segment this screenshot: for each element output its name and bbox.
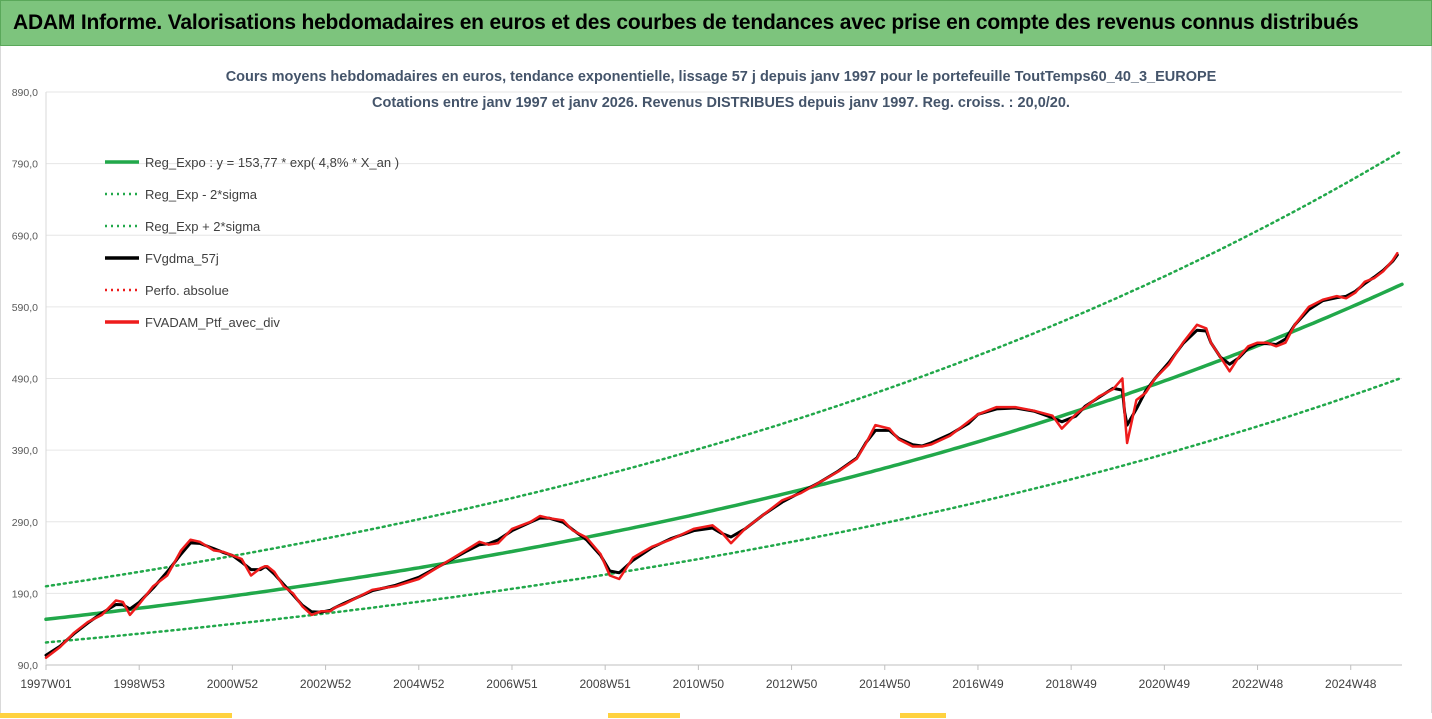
report-title: ADAM Informe. Valorisations hebdomadaire… bbox=[13, 11, 1359, 34]
y-tick-label: 190,0 bbox=[12, 588, 38, 600]
bottom-strip-segment bbox=[608, 713, 680, 718]
y-tick-label: 890,0 bbox=[12, 87, 38, 99]
legend-label: Reg_Exp + 2*sigma bbox=[145, 219, 261, 234]
bottom-strip-segment bbox=[0, 713, 232, 718]
series-line-upper bbox=[44, 149, 1404, 588]
x-tick-label: 2022W48 bbox=[1232, 677, 1284, 691]
series-group bbox=[44, 149, 1404, 660]
line-chart: Cours moyens hebdomadaires en euros, ten… bbox=[12, 69, 1404, 691]
x-tick-label: 1997W01 bbox=[20, 677, 72, 691]
chart-title: Cours moyens hebdomadaires en euros, ten… bbox=[226, 69, 1217, 85]
x-tick-label: 2012W50 bbox=[766, 677, 818, 691]
x-tick-label: 2014W50 bbox=[859, 677, 911, 691]
x-tick-label: 2004W52 bbox=[393, 677, 445, 691]
y-tick-label: 90,0 bbox=[18, 660, 39, 672]
legend-label: Perfo. absolue bbox=[145, 283, 229, 298]
x-tick-label: 2018W49 bbox=[1045, 677, 1097, 691]
report-header: ADAM Informe. Valorisations hebdomadaire… bbox=[0, 0, 1432, 46]
x-tick-label: 2010W50 bbox=[673, 677, 725, 691]
y-tick-label: 390,0 bbox=[12, 445, 38, 457]
legend-label: FVgdma_57j bbox=[145, 251, 219, 266]
legend-label: FVADAM_Ptf_avec_div bbox=[145, 315, 280, 330]
chart-area: Cours moyens hebdomadaires en euros, ten… bbox=[0, 46, 1432, 714]
legend-label: Reg_Exp - 2*sigma bbox=[145, 187, 258, 202]
x-tick-label: 2006W51 bbox=[486, 677, 538, 691]
series-line-absolute bbox=[45, 252, 1399, 659]
x-tick-label: 2008W51 bbox=[579, 677, 631, 691]
x-tick-label: 2002W52 bbox=[300, 677, 352, 691]
y-tick-label: 790,0 bbox=[12, 159, 38, 171]
axes: 890,0 790,0 690,0 590,0 490,0 390,0 290,0 190,0… bbox=[12, 87, 1402, 691]
gridlines bbox=[46, 91, 1402, 666]
y-tick-label: 690,0 bbox=[12, 230, 38, 242]
y-tick-label: 290,0 bbox=[12, 517, 38, 529]
chart-subtitle: Cotations entre janv 1997 et janv 2026. … bbox=[372, 95, 1070, 111]
legend: Reg_Expo : y = 153,77 * exp( 4,8% * X_an… bbox=[105, 155, 399, 330]
legend-label: Reg_Expo : y = 153,77 * exp( 4,8% * X_an… bbox=[145, 155, 399, 170]
y-tick-label: 590,0 bbox=[12, 302, 38, 314]
series-line-trend bbox=[44, 282, 1404, 622]
bottom-strip-segment bbox=[900, 713, 946, 718]
bottom-strip bbox=[0, 713, 1432, 718]
x-tick-label: 2024W48 bbox=[1325, 677, 1377, 691]
x-tick-label: 2020W49 bbox=[1139, 677, 1191, 691]
x-tick-label: 1998W53 bbox=[114, 677, 166, 691]
series-line-price bbox=[44, 251, 1399, 660]
x-tick-label: 2016W49 bbox=[952, 677, 1004, 691]
series-line-lower bbox=[44, 376, 1404, 644]
y-tick-label: 490,0 bbox=[12, 374, 38, 386]
x-tick-label: 2000W52 bbox=[207, 677, 259, 691]
